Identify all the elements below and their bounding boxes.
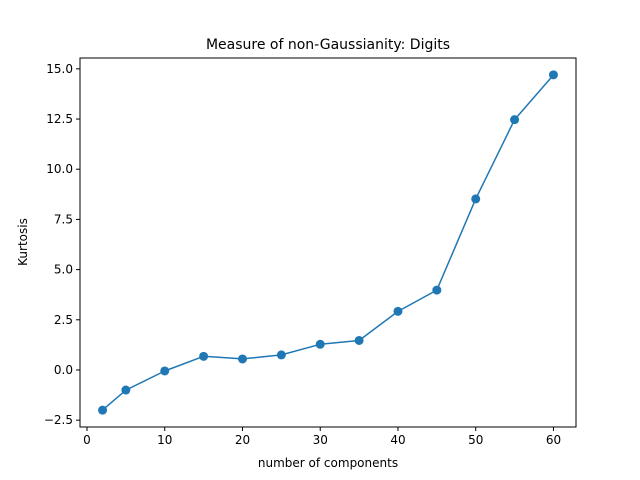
- y-tick-label: 12.5: [46, 112, 73, 126]
- y-axis-ticks: −2.5 0.0 2.5 5.0 7.5 10.0 12.5 15.0: [44, 62, 80, 427]
- data-point: [160, 366, 170, 376]
- chart-title: Measure of non-Gaussianity: Digits: [206, 37, 450, 53]
- axes-frame: [79, 57, 577, 428]
- data-point: [237, 354, 247, 364]
- series-layer: [98, 70, 558, 415]
- x-tick-label: 0: [83, 433, 91, 447]
- y-tick-label: −2.5: [44, 413, 73, 427]
- data-point: [393, 306, 403, 316]
- y-tick-label: 7.5: [54, 212, 73, 226]
- y-tick-label: 2.5: [54, 313, 73, 327]
- x-tick-label: 40: [390, 433, 405, 447]
- data-point: [315, 339, 325, 349]
- x-tick-label: 30: [313, 433, 328, 447]
- y-tick-label: 10.0: [46, 162, 73, 176]
- data-point: [121, 385, 131, 395]
- data-point: [199, 351, 209, 361]
- y-tick-label: 15.0: [46, 62, 73, 76]
- data-point: [98, 405, 108, 415]
- x-tick-label: 20: [235, 433, 250, 447]
- series-line: [102, 74, 555, 411]
- data-point: [471, 194, 481, 204]
- plot-area: 0 10 20 30 40 50 60 −2.5 0.0 2.5 5.0 7.5 10.0 12.5 15…: [44, 57, 577, 447]
- x-tick-label: 50: [468, 433, 483, 447]
- x-axis-ticks: 0 10 20 30 40 50 60: [83, 427, 561, 447]
- y-tick-label: 0.0: [54, 363, 73, 377]
- y-axis-label: Kurtosis: [16, 218, 30, 266]
- data-point: [276, 350, 286, 360]
- data-point: [548, 70, 558, 80]
- x-axis-label: number of components: [258, 456, 398, 470]
- x-tick-label: 10: [157, 433, 172, 447]
- data-point: [432, 285, 442, 295]
- data-point: [510, 115, 520, 125]
- x-tick-label: 60: [546, 433, 561, 447]
- data-point: [354, 335, 364, 345]
- y-tick-label: 5.0: [54, 263, 73, 277]
